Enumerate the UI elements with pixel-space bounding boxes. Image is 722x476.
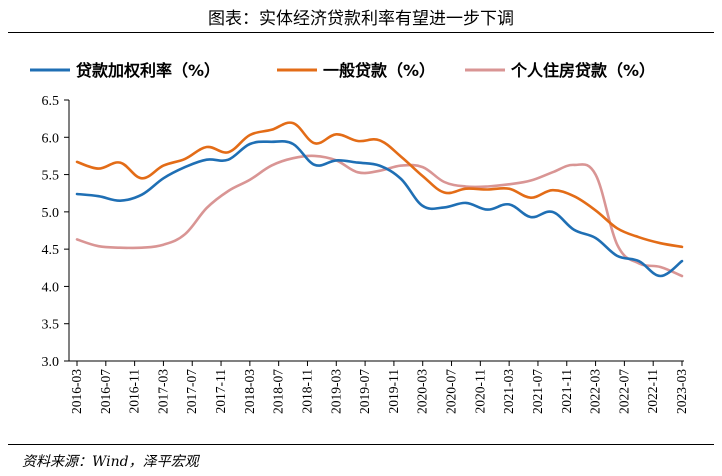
source-note: 资料来源：Wind，泽平宏观 [22, 454, 199, 470]
x-tick-label: 2020-03 [415, 369, 430, 414]
y-tick-label: 3.5 [42, 318, 60, 333]
x-tick-label: 2020-07 [444, 369, 459, 414]
series-line-2 [75, 121, 684, 249]
x-tick-label: 2019-03 [328, 369, 343, 414]
x-tick-label: 2017-07 [184, 369, 199, 414]
x-tick-label: 2021-03 [501, 369, 516, 414]
x-tick-label: 2022-11 [645, 369, 660, 414]
x-tick-label: 2021-11 [559, 369, 574, 414]
title-rule [8, 32, 714, 33]
x-tick-label: 2019-07 [357, 369, 372, 414]
x-tick-label: 2017-11 [213, 369, 228, 414]
x-tick-label: 2022-07 [616, 369, 631, 414]
axes: 6.5 6.0 5.5 5.0 4.5 4.0 3.5 3.0 2016-03 2016-07 20… [42, 94, 690, 414]
legend-label-1: 贷款加权利率（%） [76, 61, 220, 80]
y-tick-label: 5.0 [42, 206, 60, 221]
x-tick-label: 2016-03 [69, 369, 84, 414]
series-line-3 [75, 154, 684, 278]
figure-title: 图表：实体经济贷款利率有望进一步下调 [208, 9, 514, 29]
series-lines [75, 121, 684, 278]
x-tick-label: 2018-07 [271, 369, 286, 414]
y-tick-label: 4.0 [42, 280, 60, 295]
y-tick-label: 3.0 [42, 355, 60, 370]
series-line-1 [75, 140, 684, 278]
y-tick-label: 6.5 [42, 94, 60, 109]
x-tick-label: 2023-03 [674, 369, 689, 414]
x-tick-label: 2016-07 [98, 369, 113, 414]
x-tick-label: 2018-03 [242, 369, 257, 414]
legend: 贷款加权利率（%） 一般贷款（%） 个人住房贷款（%） [30, 61, 655, 80]
x-tick-label: 2022-03 [588, 369, 603, 414]
x-tick-label: 2016-11 [127, 369, 142, 414]
legend-label-2: 一般贷款（%） [323, 61, 435, 80]
x-tick-label: 2019-11 [386, 369, 401, 414]
legend-label-3: 个人住房贷款（%） [510, 61, 655, 80]
footer-rule [8, 444, 714, 445]
y-tick-label: 6.0 [42, 131, 60, 146]
x-tick-label: 2017-03 [155, 369, 170, 414]
x-tick-label: 2021-07 [530, 369, 545, 414]
x-tick-label: 2018-11 [299, 369, 314, 414]
y-tick-label: 5.5 [42, 169, 60, 184]
y-tick-label: 4.5 [42, 243, 60, 258]
x-tick-label: 2020-11 [472, 369, 487, 414]
